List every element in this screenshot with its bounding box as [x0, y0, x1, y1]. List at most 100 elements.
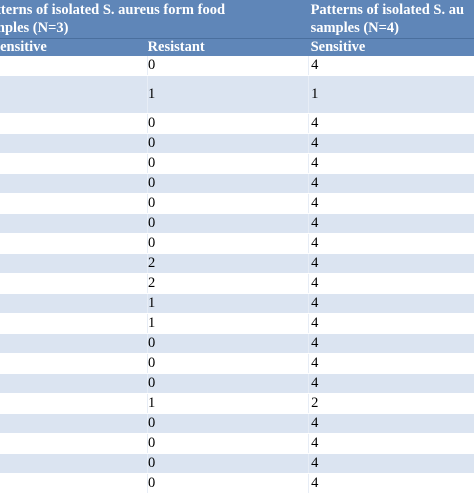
cell-resistant: 0 — [147, 353, 309, 374]
cell-sensitive-1 — [0, 453, 148, 474]
header-group-row: Patterns of isolated S. aureus form food… — [0, 0, 474, 39]
cell-sensitive-2-value: 4 — [311, 295, 319, 311]
cell-sensitive-2: 4 — [308, 293, 474, 314]
cell-sensitive-2: 4 — [308, 413, 474, 434]
cell-sensitive-2-value: 4 — [311, 475, 319, 491]
cell-resistant: 0 — [147, 453, 309, 474]
cell-sensitive-2-value: 4 — [311, 455, 319, 471]
cell-sensitive-2: 4 — [308, 353, 474, 374]
cell-sensitive-2: 4 — [308, 373, 474, 394]
cell-sensitive-1 — [0, 393, 148, 414]
cell-sensitive-1 — [0, 353, 148, 374]
other-group-title-line2: samples (N=4) — [310, 20, 399, 36]
cell-sensitive-2: 4 — [308, 453, 474, 474]
cell-sensitive-1 — [0, 193, 148, 214]
other-group-title-line1: Patterns of isolated S. au — [310, 2, 465, 18]
cell-sensitive-1 — [0, 293, 148, 314]
food-group-title-line1: Patterns of isolated S. aureus form food — [0, 2, 226, 18]
cell-sensitive-2: 4 — [308, 213, 474, 234]
cell-sensitive-1 — [0, 233, 148, 254]
cell-resistant: 0 — [147, 233, 309, 254]
cell-resistant: 0 — [147, 213, 309, 234]
cell-sensitive-2-value: 4 — [311, 275, 319, 291]
cell-resistant: 0 — [147, 153, 309, 174]
cell-resistant: 0 — [147, 113, 309, 134]
cell-sensitive-2: 1 — [308, 75, 474, 114]
cell-sensitive-1 — [0, 413, 148, 434]
cell-sensitive-1 — [0, 313, 148, 334]
cell-sensitive-1 — [0, 433, 148, 454]
col-header-sensitive-2-label: Sensitive — [310, 39, 366, 55]
col-header-sensitive-1-label: Sensitive — [0, 39, 47, 55]
cell-sensitive-1 — [0, 173, 148, 194]
cell-resistant: 0 — [147, 173, 309, 194]
cell-resistant: 2 — [147, 253, 309, 274]
cell-resistant: 0 — [147, 433, 309, 454]
cell-sensitive-2-value: 4 — [311, 435, 319, 451]
cell-resistant: 2 — [147, 273, 309, 294]
cell-resistant: 1 — [147, 293, 309, 314]
cell-sensitive-2: 4 — [308, 113, 474, 134]
cell-sensitive-2-value: 4 — [311, 355, 319, 371]
col-header-resistant-label: Resistant — [147, 39, 205, 55]
cell-sensitive-1 — [0, 56, 148, 76]
cell-sensitive-2-value: 4 — [311, 235, 319, 251]
cell-sensitive-2-value: 4 — [311, 135, 319, 151]
cell-sensitive-2: 4 — [308, 173, 474, 194]
cell-sensitive-2-value: 4 — [311, 195, 319, 211]
cell-resistant: 0 — [147, 473, 309, 494]
cell-sensitive-1 — [0, 473, 148, 494]
cell-resistant: 0 — [147, 373, 309, 394]
cell-sensitive-2: 4 — [308, 273, 474, 294]
cell-sensitive-2-value: 1 — [311, 86, 319, 102]
cell-sensitive-1 — [0, 373, 148, 394]
cell-sensitive-1 — [0, 213, 148, 234]
cell-resistant: 0 — [147, 333, 309, 354]
cell-sensitive-2-value: 4 — [311, 335, 319, 351]
cell-resistant: 0 — [147, 413, 309, 434]
cell-sensitive-1 — [0, 153, 148, 174]
cell-sensitive-1 — [0, 113, 148, 134]
cell-sensitive-2: 4 — [308, 233, 474, 254]
cell-resistant: 0 — [147, 193, 309, 214]
cell-sensitive-2-value: 4 — [311, 57, 319, 73]
cell-sensitive-2-value: 4 — [311, 255, 319, 271]
cell-sensitive-2-value: 4 — [311, 155, 319, 171]
cell-sensitive-2-value: 4 — [311, 375, 319, 391]
cell-resistant: 0 — [147, 133, 309, 154]
col-header-resistant: Resistant — [147, 38, 309, 56]
cell-sensitive-2: 4 — [308, 153, 474, 174]
cell-sensitive-1 — [0, 273, 148, 294]
col-header-sensitive-2: Sensitive — [308, 38, 474, 56]
cell-sensitive-2: 4 — [308, 56, 474, 76]
food-group-title: Patterns of isolated S. aureus form food… — [0, 0, 309, 39]
cell-resistant: 1 — [147, 313, 309, 334]
food-group-title-line2: samples (N=3) — [0, 20, 69, 36]
cell-resistant: 0 — [147, 56, 309, 76]
cell-sensitive-2: 4 — [308, 133, 474, 154]
cell-sensitive-2: 4 — [308, 313, 474, 334]
cell-sensitive-2: 2 — [308, 393, 474, 414]
cell-sensitive-1 — [0, 333, 148, 354]
header-column-row: Sensitive Resistant Sensitive — [0, 38, 474, 56]
